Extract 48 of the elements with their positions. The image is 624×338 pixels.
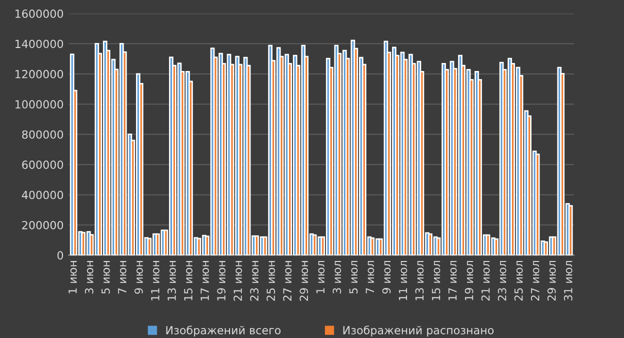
x-tick-label: 15 июн	[184, 261, 192, 300]
x-tick-label: 19 июн	[217, 261, 226, 300]
x-tick-label: 17 июн	[200, 261, 209, 300]
x-tick-label: 11 июл	[398, 260, 408, 300]
bar	[370, 237, 375, 256]
x-tick-label: 7 июл	[366, 260, 374, 294]
x-tick-label: 11 июн	[151, 261, 160, 300]
x-tick-label: 27 июн	[283, 261, 292, 301]
x-tick-label: 29 июл	[547, 260, 556, 301]
x-tick-label: 21 июл	[481, 260, 490, 301]
y-tick-label: 1200000	[16, 70, 64, 78]
x-tick-label: 3 июн	[84, 261, 94, 294]
x-tick-label: 23 июл	[498, 260, 506, 301]
x-tick-label: 5 июл	[349, 260, 358, 294]
x-tick-label: 15 июл	[432, 260, 440, 300]
x-tick-label: 5 июн	[102, 261, 110, 294]
x-tick-label: 1 июл	[316, 260, 325, 294]
x-tick-label: 31 июл	[564, 260, 572, 301]
x-tick-label: 19 июл	[464, 260, 474, 300]
bar	[312, 234, 317, 256]
x-tick-label: 27 июл	[530, 260, 540, 301]
legend-label: Изображений всего	[166, 326, 281, 337]
x-tick-label: 3 июл	[332, 260, 342, 294]
x-tick-label: 7 июн	[118, 261, 126, 294]
x-tick-label: 21 июн	[234, 261, 242, 301]
x-tick-label: 17 июл	[448, 260, 457, 300]
bar	[155, 233, 160, 256]
bar	[568, 205, 573, 256]
y-tick-label: 400000	[22, 190, 64, 200]
x-tick-label: 25 июн	[266, 261, 276, 301]
y-tick-label: 800000	[22, 130, 64, 139]
x-tick-label: 29 июн	[300, 261, 308, 301]
legend-label: Изображений распознано	[343, 326, 494, 337]
x-tick-label: 9 июл	[382, 260, 391, 294]
x-tick-label: 1 июн	[68, 261, 77, 294]
bar	[254, 235, 259, 256]
x-tick-label: 13 июл	[415, 260, 424, 300]
bar	[147, 238, 152, 256]
x-tick-label: 25 июл	[514, 260, 523, 301]
y-tick-label: 1400000	[16, 40, 64, 48]
y-tick-label: 0	[57, 251, 64, 260]
x-tick-label: 23 июн	[250, 261, 259, 301]
y-tick-label: 600000	[22, 160, 64, 169]
y-tick-label: 1000000	[16, 100, 64, 109]
y-tick-label: 200000	[22, 220, 64, 230]
x-tick-label: 9 июн	[134, 261, 143, 294]
y-tick-label: 1600000	[16, 9, 64, 18]
x-tick-label: 13 июн	[168, 261, 176, 300]
